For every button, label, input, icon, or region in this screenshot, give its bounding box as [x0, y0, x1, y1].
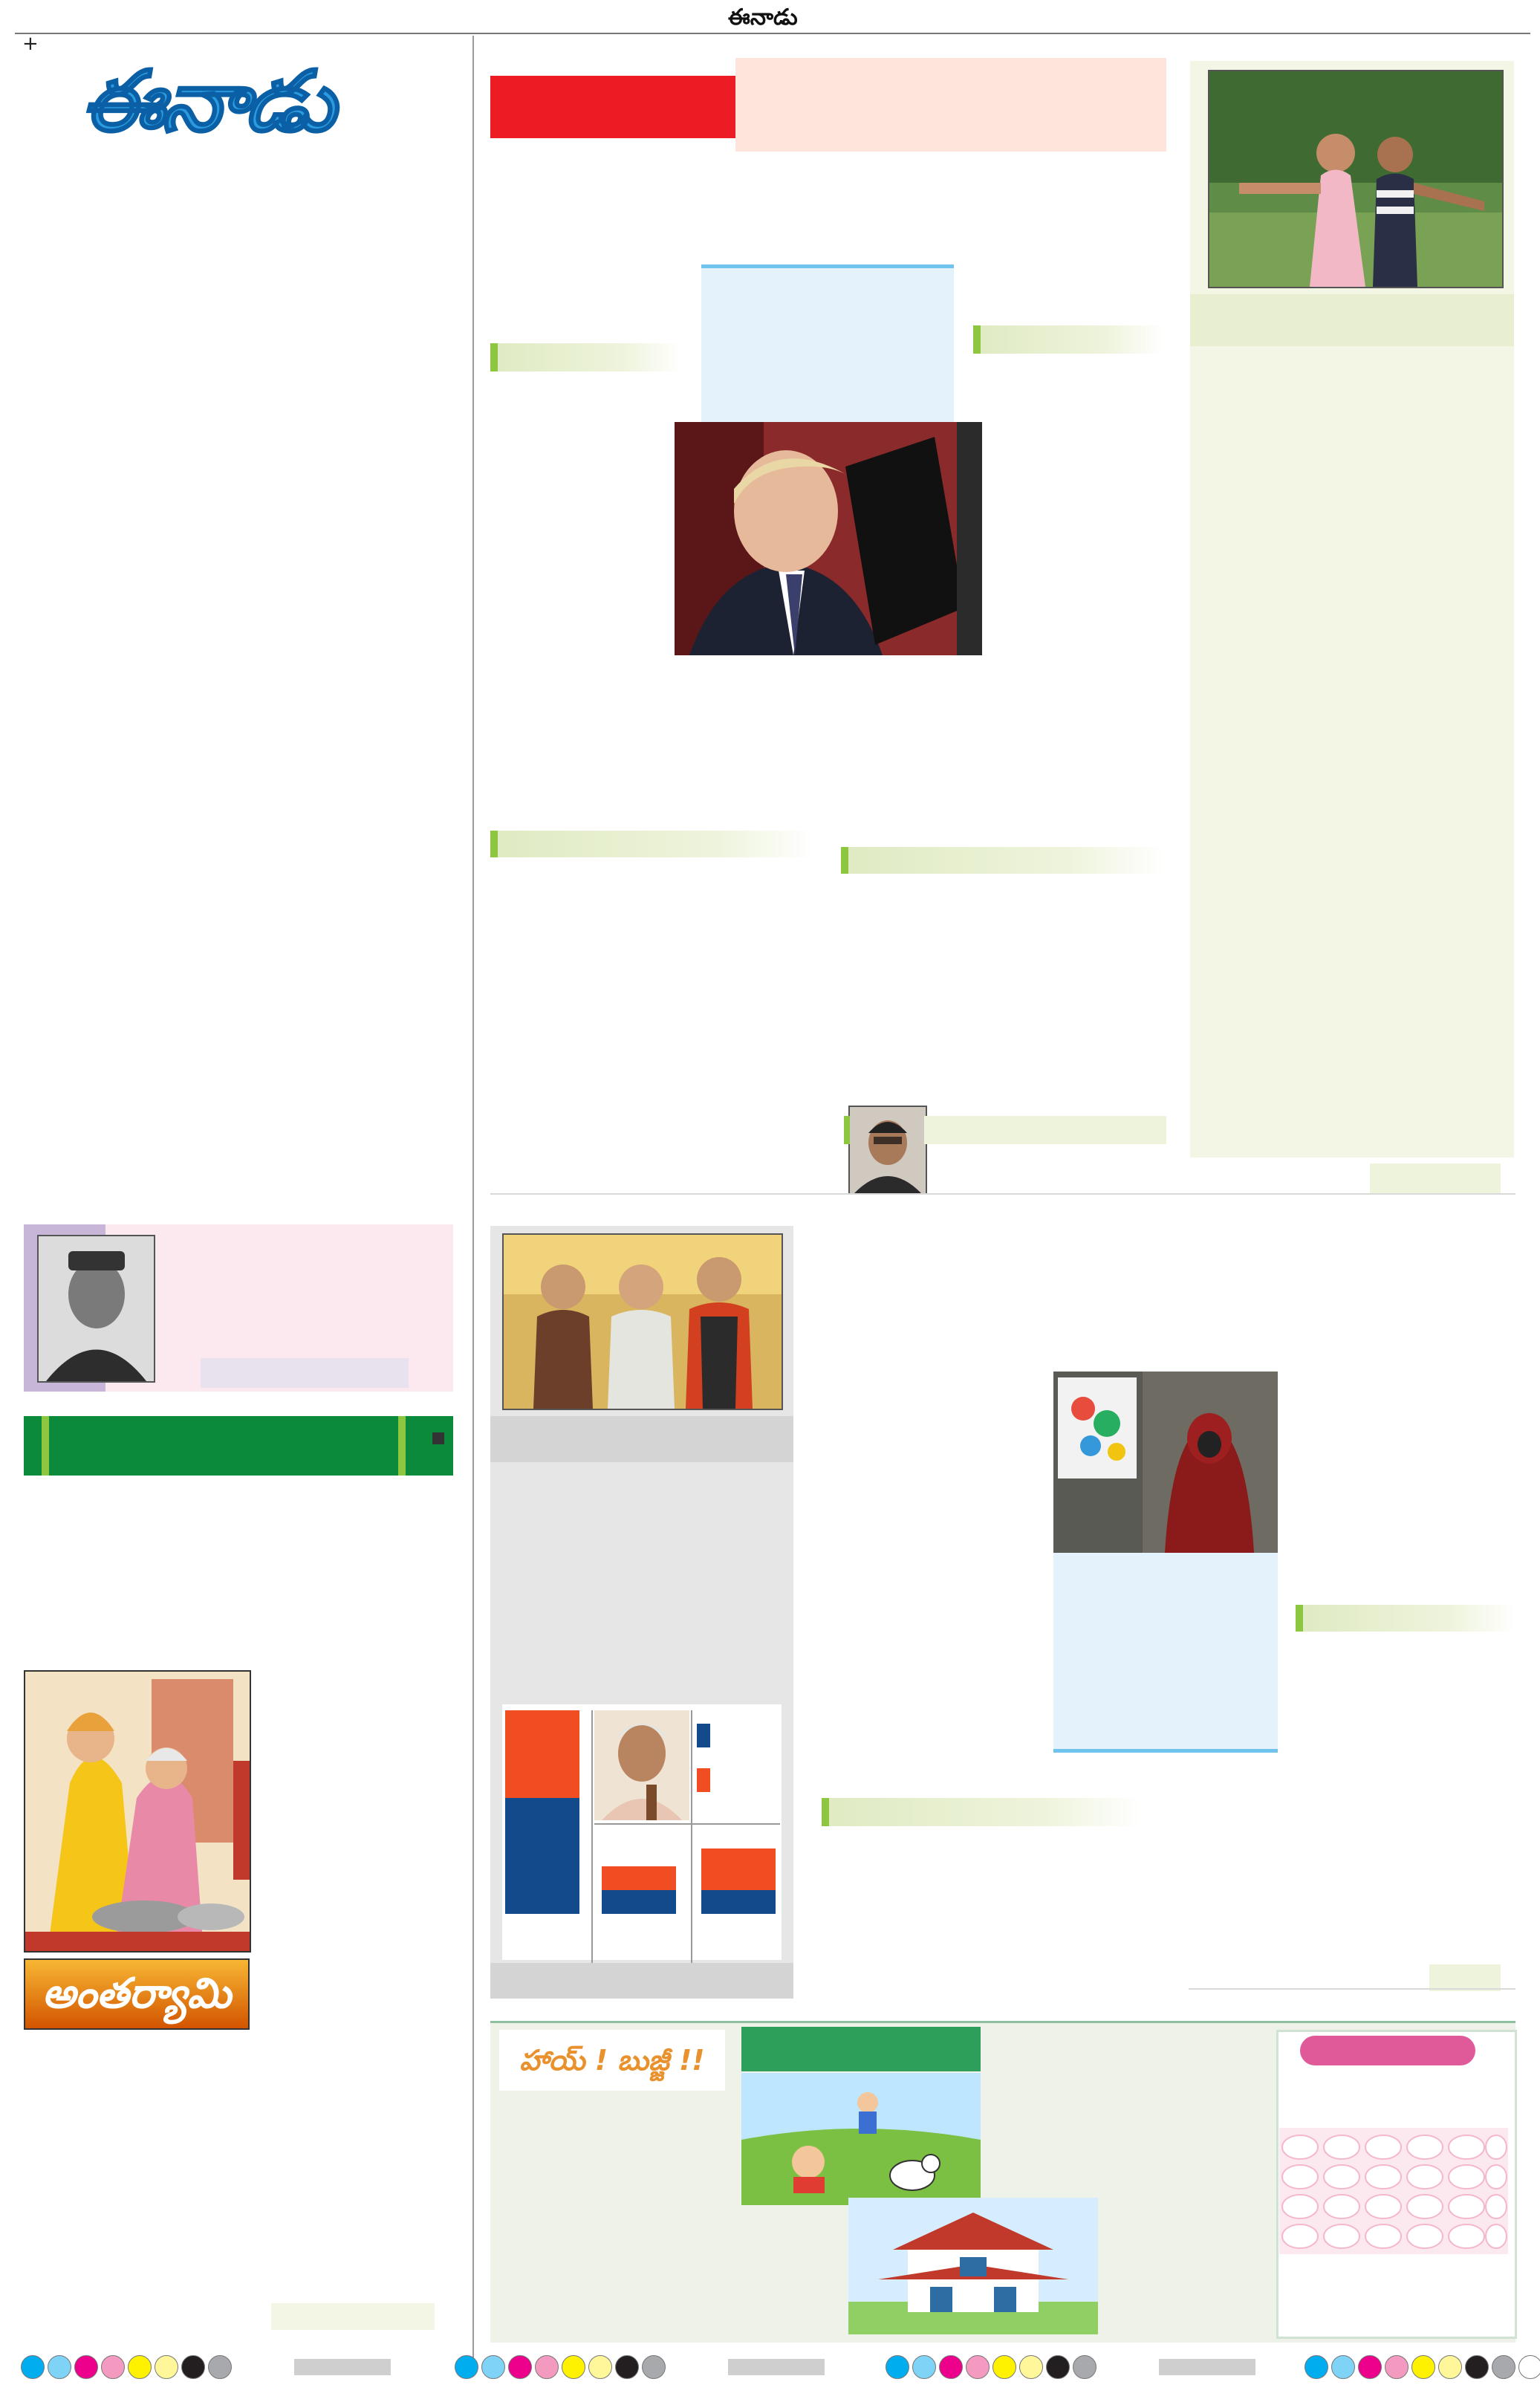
columnist-photo: [848, 1106, 927, 1195]
info-bar-2-navy: [701, 1890, 776, 1914]
reg-dot: [1385, 2355, 1409, 2379]
info-navy-block: [505, 1798, 579, 1914]
columnist-name-bar: [924, 1116, 1166, 1144]
registration-row-4: [1305, 2355, 1540, 2380]
reg-dot: [1358, 2355, 1382, 2379]
cartoon-illustration: [741, 2073, 981, 2205]
columnist-accent: [844, 1116, 850, 1144]
reg-dot: [588, 2355, 612, 2379]
peach-headline-box: [735, 58, 1166, 152]
kids-photo: [1208, 70, 1504, 288]
info-divider-h: [594, 1823, 780, 1825]
small-square-mark: [432, 1432, 444, 1444]
reg-dot: [886, 2355, 909, 2379]
house-illustration: [848, 2198, 1098, 2334]
elderly-men-photo: [502, 1233, 783, 1410]
reg-dot: [155, 2355, 178, 2379]
reg-dot: [508, 2355, 532, 2379]
gray-slug: [728, 2359, 825, 2375]
reg-dot: [535, 2355, 559, 2379]
trump-photo: [675, 422, 982, 655]
subhead-bar-6: [822, 1798, 1141, 1826]
right-lower-slug: [1429, 1964, 1501, 1991]
red-section-banner: [490, 76, 735, 138]
registration-row-1: [21, 2355, 391, 2380]
reg-dot: [181, 2355, 205, 2379]
elderly-woman-photo: [594, 1710, 689, 1820]
puzzle-title-pill: [1300, 2036, 1475, 2065]
netaji-caption-bar: [201, 1358, 409, 1388]
reg-dot: [992, 2355, 1016, 2379]
elderly-footer-bar: [490, 1963, 793, 1999]
registration-row-3: [886, 2355, 1255, 2380]
reg-dot: [1331, 2355, 1355, 2379]
left-bottom-slug: [271, 2303, 435, 2330]
reg-dot: [1518, 2355, 1540, 2379]
hooded-youth-photo: [1053, 1372, 1278, 1553]
subhead-bar-5: [1296, 1605, 1515, 1632]
section-header-bar: [24, 1416, 453, 1476]
top-folio-label: ఈనాడు: [728, 4, 798, 30]
eenadu-logo: ఈనాడు: [82, 61, 337, 143]
reg-dot: [615, 2355, 639, 2379]
reg-dot: [481, 2355, 505, 2379]
info-orange-block: [505, 1710, 579, 1798]
info-vline-2: [691, 1710, 692, 1963]
column-rule-left: [472, 36, 474, 2376]
netaji-photo: [37, 1235, 155, 1383]
info-bar-1-navy: [602, 1890, 676, 1914]
subhead-bar-4: [841, 847, 1165, 874]
gray-slug: [294, 2359, 391, 2375]
reg-dot: [966, 2355, 990, 2379]
reg-dot: [1046, 2355, 1070, 2379]
antaryami-illustration: [24, 1670, 251, 1953]
section-header-accent-left: [42, 1416, 49, 1476]
subhead-bar-1: [490, 343, 680, 371]
hai-bujji-logo: హాయ్ ! బుజ్జీ !!: [499, 2030, 725, 2091]
puzzle-grid: [1279, 2128, 1508, 2254]
kids-footer-slug: [1370, 1163, 1501, 1193]
reg-dot: [642, 2355, 666, 2379]
antaryami-logo: అంతర్యామి: [24, 1958, 250, 2030]
center-top-divider: [490, 1193, 1515, 1195]
info-legend-orange: [697, 1768, 710, 1792]
reg-dot: [1411, 2355, 1435, 2379]
gray-slug: [1159, 2359, 1255, 2375]
reg-dot: [21, 2355, 45, 2379]
reg-dot: [1465, 2355, 1489, 2379]
subhead-bar-2: [973, 325, 1163, 354]
reg-dot: [128, 2355, 152, 2379]
reg-dot: [74, 2355, 98, 2379]
top-rule: [15, 33, 1530, 34]
reg-dot: [562, 2355, 585, 2379]
reg-dot: [455, 2355, 478, 2379]
reg-dot: [912, 2355, 936, 2379]
info-legend-navy: [697, 1724, 710, 1747]
kids-headline-bar: [1190, 294, 1514, 346]
reg-dot: [1492, 2355, 1515, 2379]
registration-row-2: [455, 2355, 825, 2380]
elderly-headline-bar: [490, 1416, 793, 1462]
reg-dot: [1019, 2355, 1043, 2379]
crop-mark: +: [22, 33, 39, 55]
section-header-accent-right: [398, 1416, 406, 1476]
reg-dot: [48, 2355, 71, 2379]
reg-dot: [101, 2355, 125, 2379]
cartoon-header-bar: [741, 2027, 981, 2071]
reg-dot: [208, 2355, 232, 2379]
info-bar-1-orange: [602, 1866, 676, 1890]
reg-dot: [1305, 2355, 1328, 2379]
info-bar-2-orange: [701, 1848, 776, 1890]
lower-divider: [1189, 1988, 1515, 1990]
blue-info-box: [701, 264, 954, 424]
reg-dot: [1073, 2355, 1096, 2379]
info-vline-1: [591, 1710, 593, 1963]
subhead-bar-3: [490, 831, 814, 857]
reg-dot: [1438, 2355, 1462, 2379]
reg-dot: [939, 2355, 963, 2379]
